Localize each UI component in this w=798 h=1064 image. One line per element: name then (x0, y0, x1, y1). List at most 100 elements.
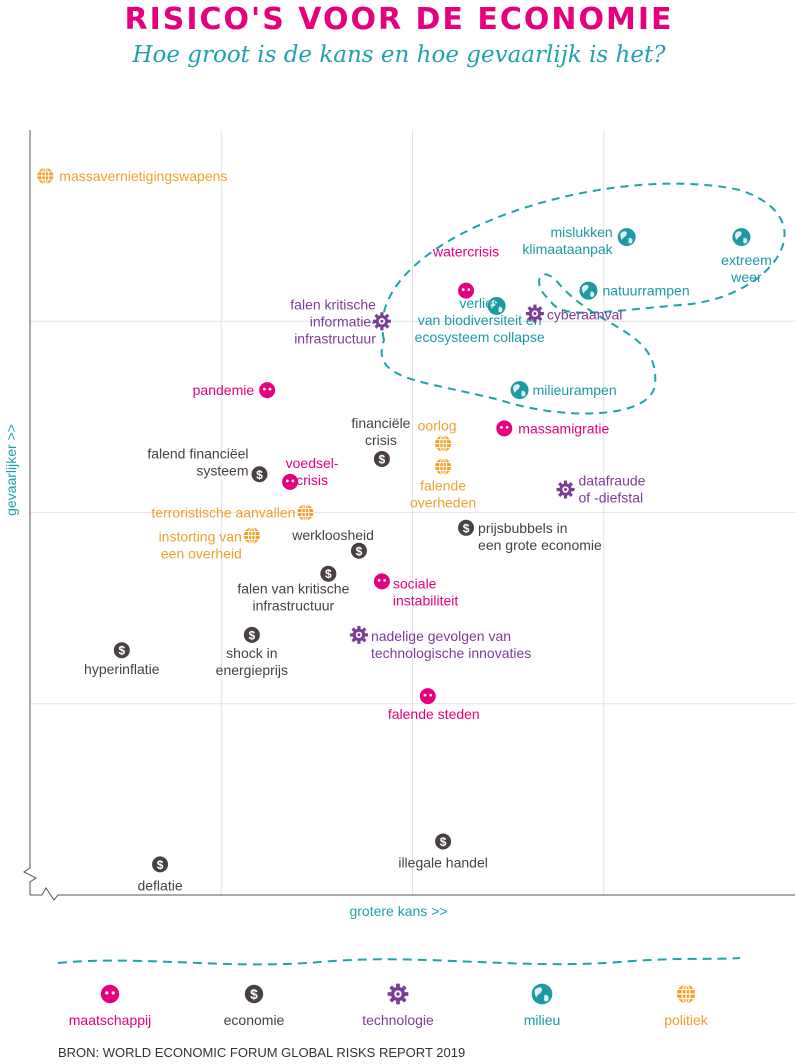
point-label: falend financiëel systeem (147, 445, 248, 478)
milieu-highlight-loop (380, 182, 786, 415)
point-label: falende steden (388, 706, 480, 722)
point-label: cyberaanval (547, 307, 623, 323)
point-label-line: van biodiversiteit en (418, 312, 542, 328)
data-point-9: milieurampen (510, 381, 617, 400)
point-marker-economie (251, 466, 268, 483)
point-label: voedsel-crisis (286, 455, 339, 488)
legend-item-maatschappij: maatschappij (40, 982, 180, 1028)
point-label-line: crisis (365, 432, 397, 448)
point-label-line: sociale (393, 575, 437, 591)
legend-item-milieu: milieu (472, 982, 612, 1028)
point-label-line: weer (730, 269, 762, 285)
point-label: financiële crisis (351, 415, 410, 448)
data-point-15: falende overheden (410, 458, 476, 511)
data-point-10: financiële crisis (351, 415, 411, 467)
data-point-28: deflatie (137, 856, 183, 893)
dollar-coin-icon (244, 984, 264, 1004)
point-label-line: energieprijs (216, 662, 288, 678)
point-label-line: verlies (459, 295, 499, 311)
point-label-line: oorlog (418, 418, 457, 434)
data-point-6: falen kritische informatie-infrastructuur (290, 296, 391, 346)
point-label-line: illegale handel (398, 854, 488, 870)
point-label: prijsbubbels in een grote economie (478, 520, 602, 553)
data-point-20: prijsbubbels in een grote economie (458, 519, 602, 553)
globe-icon (531, 983, 553, 1005)
data-point-8: pandemie (193, 382, 276, 399)
point-label: illegale handel (398, 854, 488, 870)
point-label-line: cyberaanval (547, 307, 623, 323)
point-label-line: technologische innovaties (371, 645, 531, 661)
legend-label: maatschappij (68, 1012, 152, 1028)
point-label: deflatie (137, 877, 182, 893)
point-label-line: nadelige gevolgen van (371, 628, 511, 644)
point-marker-maatschappij (419, 688, 436, 705)
point-marker-economie (320, 565, 337, 582)
point-label-line: datafraude (579, 473, 646, 489)
legend-wave-separator (57, 957, 741, 966)
point-label-line: overheden (410, 495, 476, 511)
x-axis-line (30, 887, 795, 901)
point-label: shock in energieprijs (216, 645, 288, 678)
point-label: mislukken klimaataanpak (522, 224, 613, 257)
legend-label: politiek (664, 1012, 708, 1028)
point-label-line: klimaataanpak (522, 241, 613, 257)
data-point-5: verlies van biodiversiteit en ecosysteem c… (415, 295, 545, 345)
point-label-line: een grote economie (478, 537, 602, 553)
point-marker-economie (435, 833, 452, 850)
data-point-3: watercrisis (432, 244, 499, 299)
point-label-line: systeem (196, 462, 248, 478)
point-label-line: hyperinflatie (84, 661, 160, 677)
gear-icon (387, 983, 409, 1005)
data-point-7: cyberaanval (525, 304, 623, 323)
point-label-line: infrastructuur (252, 598, 334, 614)
data-point-4: natuurrampen (579, 281, 690, 300)
point-marker-politiek (36, 167, 54, 185)
point-label: extreem weer (721, 252, 772, 285)
data-point-2: extreem weer (721, 228, 772, 285)
legend-label: technologie (362, 1012, 434, 1028)
data-point-25: hyperinflatie (84, 642, 160, 677)
point-label-line: een overheid (161, 545, 242, 561)
grid (30, 130, 795, 895)
point-label: massamigratie (518, 420, 609, 436)
data-point-26: falende steden (388, 688, 480, 722)
point-label: watercrisis (432, 244, 499, 260)
point-label: werkloosheid (291, 527, 374, 543)
data-point-24: nadelige gevolgen van technologische inno… (349, 625, 531, 661)
point-label-line: voedsel- (286, 455, 339, 471)
point-marker-economie (113, 642, 130, 659)
point-label-line: natuurrampen (602, 283, 689, 299)
y-axis-label: gevaarlijker >> (3, 424, 19, 516)
point-label-line: milieurampen (533, 382, 617, 398)
data-point-11: oorlog (418, 418, 457, 453)
point-marker-technologie (556, 480, 575, 499)
point-marker-milieu (579, 281, 598, 300)
point-marker-economie (152, 856, 169, 873)
point-label-line: falende (420, 478, 466, 494)
point-label: falen kritische informatie-infrastructuur (290, 296, 376, 346)
data-point-13: falend financiëel systeem (147, 445, 268, 483)
point-label-line: werkloosheid (291, 527, 374, 543)
point-marker-economie (243, 626, 260, 643)
point-marker-maatschappij (373, 573, 390, 590)
legend-item-politiek: politiek (616, 982, 756, 1028)
axes: grotere kans >> gevaarlijker >> (3, 130, 795, 919)
data-point-27: illegale handel (398, 833, 488, 870)
point-label-line: falend financiëel (147, 445, 248, 461)
point-marker-maatschappij (496, 420, 513, 437)
point-label-line: massamigratie (518, 420, 609, 436)
data-point-21: falen van kritische infrastructuur (237, 565, 350, 614)
point-label-line: falende steden (388, 706, 480, 722)
point-label: instorting van een overheid (159, 528, 242, 561)
data-point-12: massamigratie (496, 420, 610, 437)
point-marker-economie (458, 519, 475, 536)
point-label-line: instorting van (159, 528, 242, 544)
source-note: BRON: WORLD ECONOMIC FORUM GLOBAL RISKS … (58, 1045, 466, 1060)
point-label: oorlog (418, 418, 457, 434)
point-marker-economie (373, 450, 390, 467)
point-marker-politiek (434, 458, 452, 476)
point-label: verlies van biodiversiteit en ecosysteem c… (415, 295, 545, 345)
point-label-line: falen van kritische (237, 581, 349, 597)
legend-label: economie (223, 1012, 285, 1028)
